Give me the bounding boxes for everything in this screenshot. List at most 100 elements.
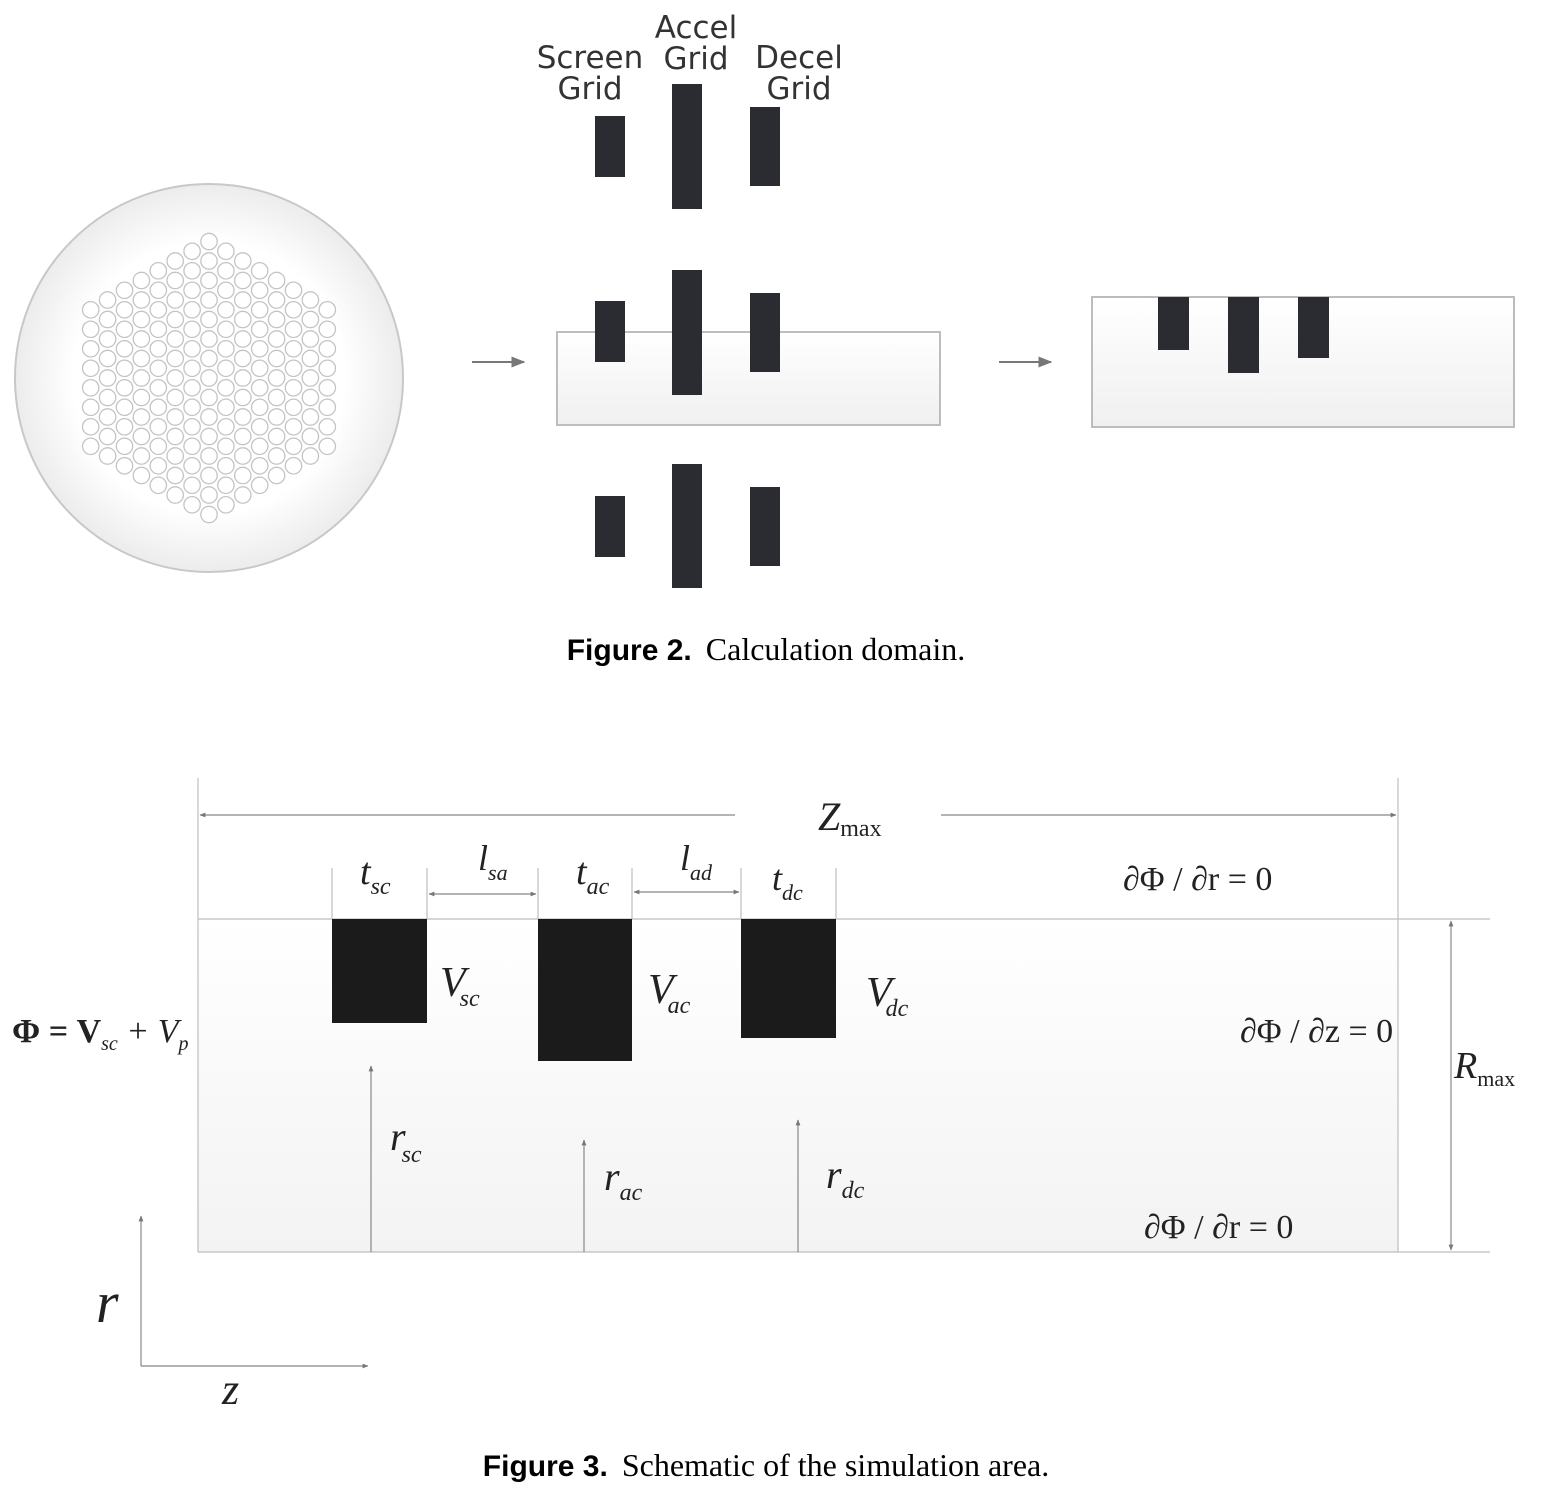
aperture-hole [200, 271, 218, 290]
aperture-hole [132, 369, 151, 387]
aperture-hole [149, 437, 168, 456]
aperture-hole [301, 427, 320, 446]
aperture-hole [250, 281, 269, 300]
aperture-hole [166, 310, 185, 329]
aperture-hole [233, 466, 252, 485]
aperture-hole [284, 359, 303, 378]
bc-right-label: ∂Φ / ∂z = 0 [1240, 1013, 1393, 1050]
lad-label-sub: ad [690, 860, 713, 885]
lad-label: lad [680, 838, 713, 885]
figure-3-caption-label: Figure 3. [483, 1450, 608, 1483]
aperture-hole [267, 271, 286, 290]
aperture-hole [284, 339, 303, 358]
screen-grid-label-line1: Screen [537, 40, 644, 76]
aperture-hole [250, 378, 269, 397]
aperture-hole [284, 281, 303, 300]
figure-2-caption-text: Calculation domain. [706, 631, 966, 667]
lad-label-main: l [680, 838, 690, 878]
grid-disc [14, 183, 404, 573]
aperture-hole [301, 447, 320, 465]
aperture-hole [183, 456, 201, 475]
bc-left-label: Φ = Vsc + Vp [12, 1013, 189, 1055]
screen-grid-bar-middle [595, 301, 625, 362]
aperture-hole [132, 349, 151, 368]
aperture-hole [301, 388, 320, 407]
aperture-hole [267, 427, 286, 446]
aperture-hole [98, 447, 117, 465]
accel-grid-bar-bottom [672, 464, 702, 588]
aperture-hole [166, 408, 185, 426]
aperture-hole [233, 310, 252, 329]
aperture-hole [250, 417, 269, 436]
aperture-hole [250, 437, 269, 456]
aperture-hole [284, 300, 303, 319]
aperture-holes [81, 232, 337, 524]
screen-grid-bar-right [1158, 297, 1189, 350]
aperture-hole [115, 378, 134, 397]
accel-grid-bar-right [1228, 297, 1259, 373]
decel-grid-bar-middle [750, 293, 780, 372]
aperture-hole [217, 359, 235, 378]
aperture-hole [267, 330, 286, 348]
aperture-hole [250, 359, 269, 378]
aperture-hole [115, 339, 134, 358]
aperture-hole [318, 437, 337, 456]
aperture-hole [267, 466, 286, 485]
aperture-hole [318, 378, 337, 397]
aperture-hole [98, 408, 117, 426]
aperture-hole [166, 369, 185, 387]
aperture-hole [183, 398, 201, 417]
aperture-hole [81, 359, 100, 378]
tsc-label: tsc [360, 851, 391, 900]
aperture-hole [166, 252, 185, 270]
aperture-hole [250, 476, 269, 495]
aperture-hole [149, 300, 168, 319]
screen-grid-label-line2: Grid [557, 71, 622, 107]
tsc-label-main: t [360, 851, 372, 893]
aperture-hole [267, 408, 286, 426]
aperture-hole [183, 320, 201, 339]
rac-label-main: r [604, 1154, 620, 1199]
aperture-hole [166, 330, 185, 348]
figure-3-caption: Figure 3. Schematic of the simulation ar… [483, 1447, 1049, 1483]
figure-3-caption-text: Schematic of the simulation area. [622, 1447, 1049, 1483]
aperture-hole [250, 261, 269, 280]
aperture-hole [267, 369, 286, 387]
aperture-hole [217, 378, 235, 397]
aperture-hole [183, 437, 201, 456]
aperture-hole [233, 388, 252, 407]
aperture-hole [318, 320, 337, 339]
aperture-hole [217, 456, 235, 475]
aperture-hole [183, 359, 201, 378]
aperture-hole [233, 271, 252, 290]
vsc-label: Vsc [440, 960, 480, 1012]
figure-2-caption-label: Figure 2. [567, 634, 692, 667]
aperture-hole [98, 369, 117, 387]
aperture-hole [217, 320, 235, 339]
decel-grid-bar-right [1298, 297, 1329, 358]
rsc-label-sub: sc [402, 1142, 422, 1168]
aperture-hole [81, 300, 100, 319]
vdc-label: Vdc [866, 970, 909, 1022]
aperture-hole [200, 427, 218, 446]
aperture-hole [149, 476, 168, 495]
aperture-hole [267, 291, 286, 309]
rmax-label-sub: max [1477, 1066, 1515, 1091]
aperture-hole [301, 310, 320, 329]
figure-2-caption: Figure 2. Calculation domain. [567, 631, 966, 667]
aperture-hole [115, 398, 134, 417]
rdc-label-sub: dc [842, 1178, 865, 1204]
aperture-hole [98, 427, 117, 446]
rdc-label-main: r [826, 1152, 842, 1197]
aperture-hole [200, 291, 218, 309]
decel-grid-bar-bottom [750, 487, 780, 566]
tdc-label-main: t [772, 858, 783, 898]
aperture-hole [233, 486, 252, 504]
aperture-hole [166, 466, 185, 485]
decel-grid-electrode [741, 919, 836, 1038]
aperture-hole [233, 427, 252, 446]
aperture-hole [98, 310, 117, 329]
aperture-hole [200, 466, 218, 485]
decel-grid-label-line2: Grid [766, 71, 831, 107]
aperture-hole [233, 447, 252, 465]
